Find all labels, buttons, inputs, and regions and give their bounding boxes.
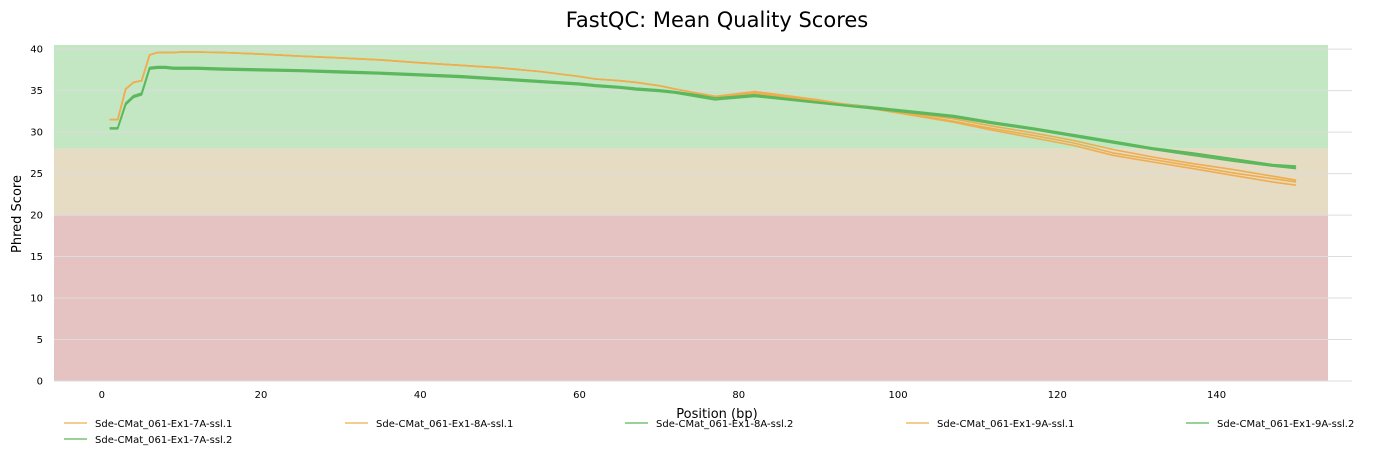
quality-band-0 [54, 45, 1328, 149]
x-tick-labels: 0 20 40 60 80 100 120 140 [99, 390, 1226, 401]
grid-lines [54, 48, 1352, 382]
legend-label: Sde-CMat_061-Ex1-7A-ssl.2 [95, 435, 232, 446]
y-tick-labels: 0 5 10 15 20 25 30 35 40 [30, 45, 43, 388]
series-line-4[interactable] [109, 51, 1297, 181]
legend-label: Sde-CMat_061-Ex1-8A-ssl.1 [376, 419, 513, 430]
y-tick-label: 10 [30, 294, 43, 305]
legend-label: Sde-CMat_061-Ex1-8A-ssl.2 [656, 419, 793, 430]
y-tick-label: 40 [30, 45, 43, 56]
legend-item[interactable]: Sde-CMat_061-Ex1-8A-ssl.1 [345, 419, 513, 430]
legend-item[interactable]: Sde-CMat_061-Ex1-9A-ssl.2 [1186, 419, 1354, 430]
legend-label: Sde-CMat_061-Ex1-9A-ssl.2 [1217, 419, 1354, 430]
legend-item[interactable]: Sde-CMat_061-Ex1-8A-ssl.2 [625, 419, 793, 430]
y-tick-label: 20 [30, 211, 43, 222]
y-tick-label: 25 [30, 169, 43, 180]
y-tick-label: 30 [30, 128, 43, 139]
x-tick-label: 80 [732, 390, 745, 401]
legend-item[interactable]: Sde-CMat_061-Ex1-7A-ssl.1 [64, 419, 232, 430]
legend[interactable]: Sde-CMat_061-Ex1-7A-ssl.1 Sde-CMat_061-Ex… [64, 419, 1354, 446]
y-tick-label: 35 [30, 86, 43, 97]
x-tick-label: 60 [573, 390, 586, 401]
x-tick-label: 0 [99, 390, 105, 401]
x-axis-label: Position (bp) [676, 407, 757, 422]
y-axis-label: Phred Score [10, 175, 25, 253]
legend-item[interactable]: Sde-CMat_061-Ex1-9A-ssl.1 [906, 419, 1074, 430]
legend-item[interactable]: Sde-CMat_061-Ex1-7A-ssl.2 [64, 435, 232, 446]
y-tick-label: 0 [37, 377, 43, 388]
legend-label: Sde-CMat_061-Ex1-9A-ssl.1 [937, 419, 1074, 430]
quality-band-1 [54, 148, 1328, 216]
chart-title: FastQC: Mean Quality Scores [566, 8, 869, 32]
x-tick-label: 40 [414, 390, 427, 401]
series-lines [109, 51, 1297, 186]
x-tick-label: 140 [1207, 390, 1226, 401]
x-tick-label: 100 [888, 390, 907, 401]
y-tick-label: 5 [37, 335, 43, 346]
x-tick-label: 120 [1048, 390, 1067, 401]
legend-label: Sde-CMat_061-Ex1-7A-ssl.1 [95, 419, 232, 430]
x-tick-label: 20 [255, 390, 268, 401]
series-line-6[interactable] [109, 66, 1297, 168]
y-tick-label: 15 [30, 252, 43, 263]
